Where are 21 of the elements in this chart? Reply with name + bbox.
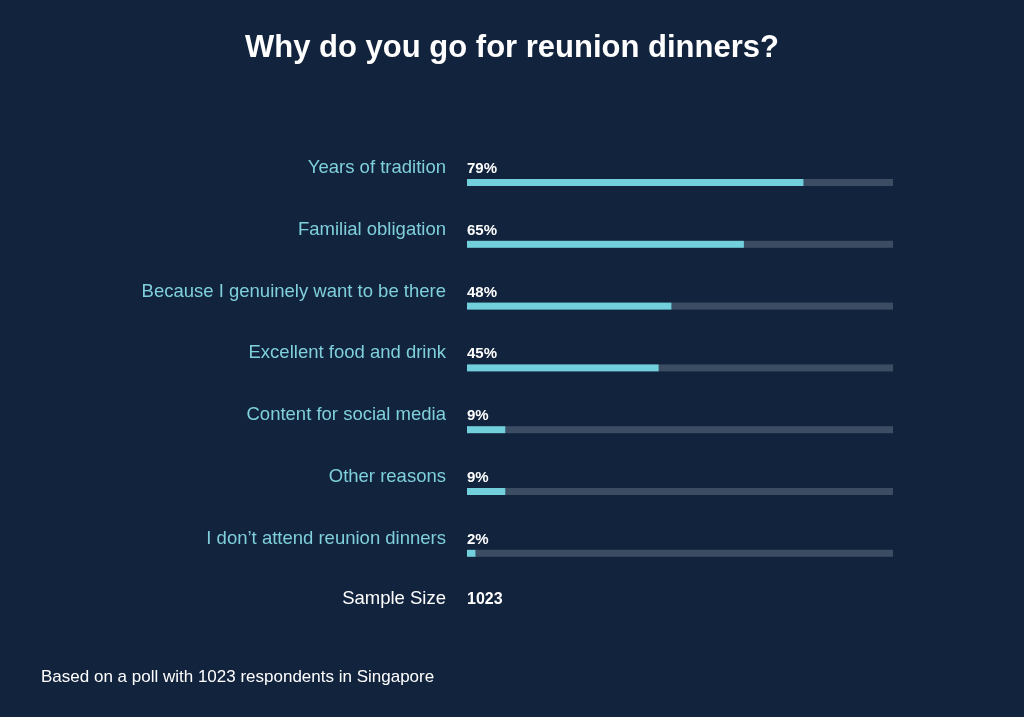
y-tick-label: Excellent food and drink bbox=[248, 341, 447, 363]
y-tick-label: Other reasons bbox=[328, 465, 446, 486]
data-label: 65% bbox=[467, 220, 498, 238]
chart-title: Why do you go for reunion dinners? bbox=[245, 29, 779, 64]
data-label: 9% bbox=[467, 406, 489, 424]
bar bbox=[467, 549, 476, 557]
y-tick-label: Familial obligation bbox=[297, 217, 446, 239]
bar bbox=[467, 488, 506, 495]
y-tick-label: Years of tradition bbox=[307, 156, 446, 177]
bar bbox=[467, 426, 506, 434]
text: 1023 bbox=[467, 589, 503, 607]
text: Sample Size bbox=[342, 586, 446, 608]
data-label: 2% bbox=[467, 529, 489, 547]
y-tick-label: Because I genuinely want to be there bbox=[141, 279, 446, 301]
y-tick-label: Content for social media bbox=[246, 403, 447, 425]
text: Based on a poll with 1023 respondents in Singapore bbox=[41, 667, 435, 686]
data-label: 79% bbox=[467, 159, 498, 176]
data-label: 48% bbox=[467, 282, 498, 300]
data-label: 9% bbox=[467, 468, 489, 485]
y-tick-label: I don’t attend reunion dinners bbox=[206, 526, 446, 548]
data-label: 45% bbox=[467, 344, 498, 362]
